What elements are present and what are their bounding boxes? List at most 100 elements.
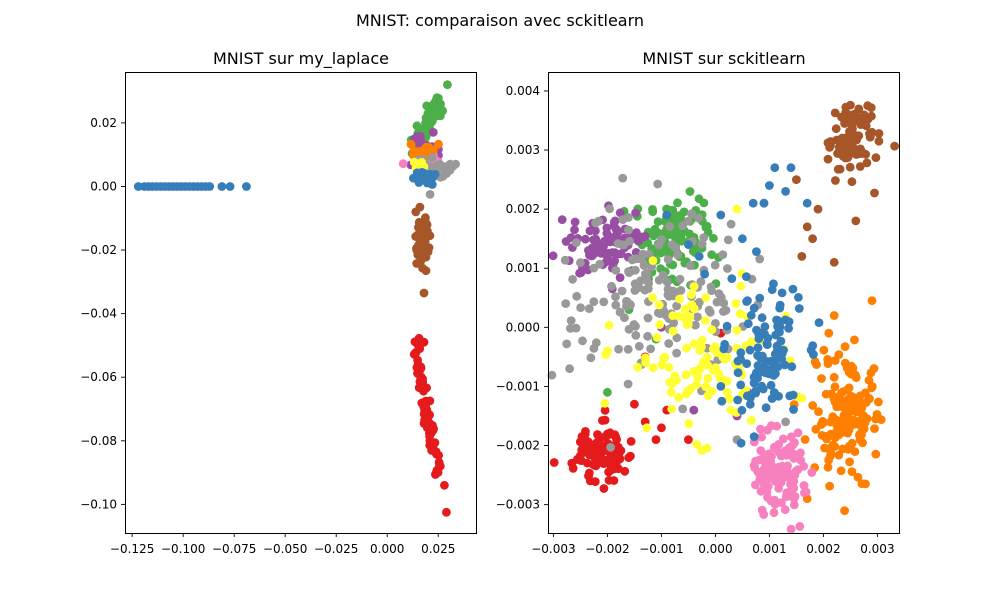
- data-point: [849, 393, 858, 402]
- data-point: [643, 284, 653, 293]
- data-point: [662, 277, 672, 287]
- data-point: [813, 204, 823, 214]
- data-point: [598, 416, 607, 425]
- data-point: [733, 368, 743, 378]
- data-point: [641, 269, 650, 279]
- data-point: [648, 256, 658, 265]
- data-point: [659, 354, 668, 363]
- left-xtick-label: −0.100: [161, 542, 205, 556]
- data-point: [413, 246, 423, 256]
- data-point: [675, 294, 684, 304]
- data-point: [629, 320, 639, 329]
- data-point: [786, 432, 796, 442]
- data-point: [575, 268, 584, 278]
- data-point: [821, 389, 831, 399]
- data-point: [710, 260, 720, 270]
- data-point: [416, 372, 425, 382]
- data-point: [861, 398, 871, 407]
- data-point: [421, 266, 431, 276]
- data-point: [657, 235, 666, 245]
- left-ytick-label: −0.10: [80, 497, 117, 511]
- data-point: [624, 453, 634, 462]
- data-point: [762, 487, 772, 497]
- data-point: [766, 380, 776, 390]
- data-point: [797, 252, 807, 261]
- data-point: [840, 506, 849, 516]
- data-point: [631, 208, 640, 218]
- data-point: [840, 119, 849, 128]
- data-point: [770, 349, 780, 359]
- data-point: [702, 352, 712, 362]
- data-point: [664, 339, 674, 348]
- data-point: [699, 198, 709, 208]
- data-point: [823, 462, 833, 472]
- data-point: [721, 305, 731, 315]
- data-point: [841, 110, 851, 120]
- data-point: [607, 281, 616, 291]
- data-point: [823, 154, 833, 164]
- right-xtick-label: −0.001: [639, 542, 683, 556]
- data-point: [664, 362, 674, 372]
- data-point: [639, 261, 649, 270]
- data-point: [672, 333, 682, 343]
- data-point: [427, 153, 437, 162]
- data-point: [784, 324, 793, 333]
- data-point: [772, 421, 782, 431]
- data-point: [611, 300, 621, 310]
- data-point: [707, 250, 717, 260]
- data-point: [624, 213, 633, 222]
- data-point: [782, 488, 792, 498]
- data-point: [217, 182, 227, 191]
- data-point: [618, 173, 628, 183]
- data-point: [794, 304, 804, 313]
- data-point: [830, 108, 840, 118]
- data-point: [723, 235, 733, 245]
- data-point: [841, 416, 851, 426]
- data-point: [824, 328, 834, 338]
- data-point: [769, 508, 779, 518]
- data-point: [844, 406, 854, 416]
- data-point: [697, 335, 707, 345]
- data-point: [242, 182, 251, 191]
- data-point: [687, 290, 696, 299]
- data-point: [787, 473, 796, 482]
- data-point: [829, 429, 839, 438]
- data-point: [749, 303, 759, 313]
- data-point: [419, 226, 429, 236]
- data-point: [840, 137, 850, 146]
- data-point: [673, 198, 682, 208]
- data-point: [847, 129, 857, 138]
- data-point: [808, 234, 817, 244]
- data-point: [674, 393, 684, 402]
- data-point: [707, 325, 717, 335]
- data-point: [428, 425, 438, 435]
- right-xtick-label: −0.002: [585, 542, 629, 556]
- data-point: [566, 324, 575, 333]
- data-point: [633, 362, 643, 372]
- data-point: [786, 163, 796, 173]
- data-point: [819, 345, 829, 355]
- subplot-left: MNIST sur my_laplace −0.125 −0.100 −0.075−…: [80, 49, 477, 556]
- data-point: [829, 311, 839, 320]
- data-point: [654, 275, 664, 285]
- data-point: [781, 187, 790, 196]
- data-point: [811, 424, 821, 434]
- left-ytick-label: −0.08: [80, 434, 117, 448]
- left-ytick-label: −0.06: [80, 370, 117, 384]
- data-point: [874, 397, 883, 407]
- data-point: [823, 359, 833, 368]
- data-point: [731, 299, 741, 308]
- data-point: [716, 210, 726, 220]
- data-point: [722, 387, 732, 397]
- data-point: [710, 342, 720, 351]
- data-point: [809, 350, 818, 359]
- data-point: [840, 342, 850, 351]
- data-point: [640, 231, 650, 241]
- data-point: [722, 321, 732, 331]
- data-point: [808, 401, 818, 410]
- data-point: [694, 252, 704, 261]
- data-point: [853, 472, 863, 482]
- data-point: [549, 458, 559, 467]
- data-point: [430, 104, 440, 113]
